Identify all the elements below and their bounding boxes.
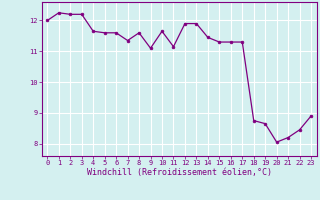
X-axis label: Windchill (Refroidissement éolien,°C): Windchill (Refroidissement éolien,°C) — [87, 168, 272, 177]
